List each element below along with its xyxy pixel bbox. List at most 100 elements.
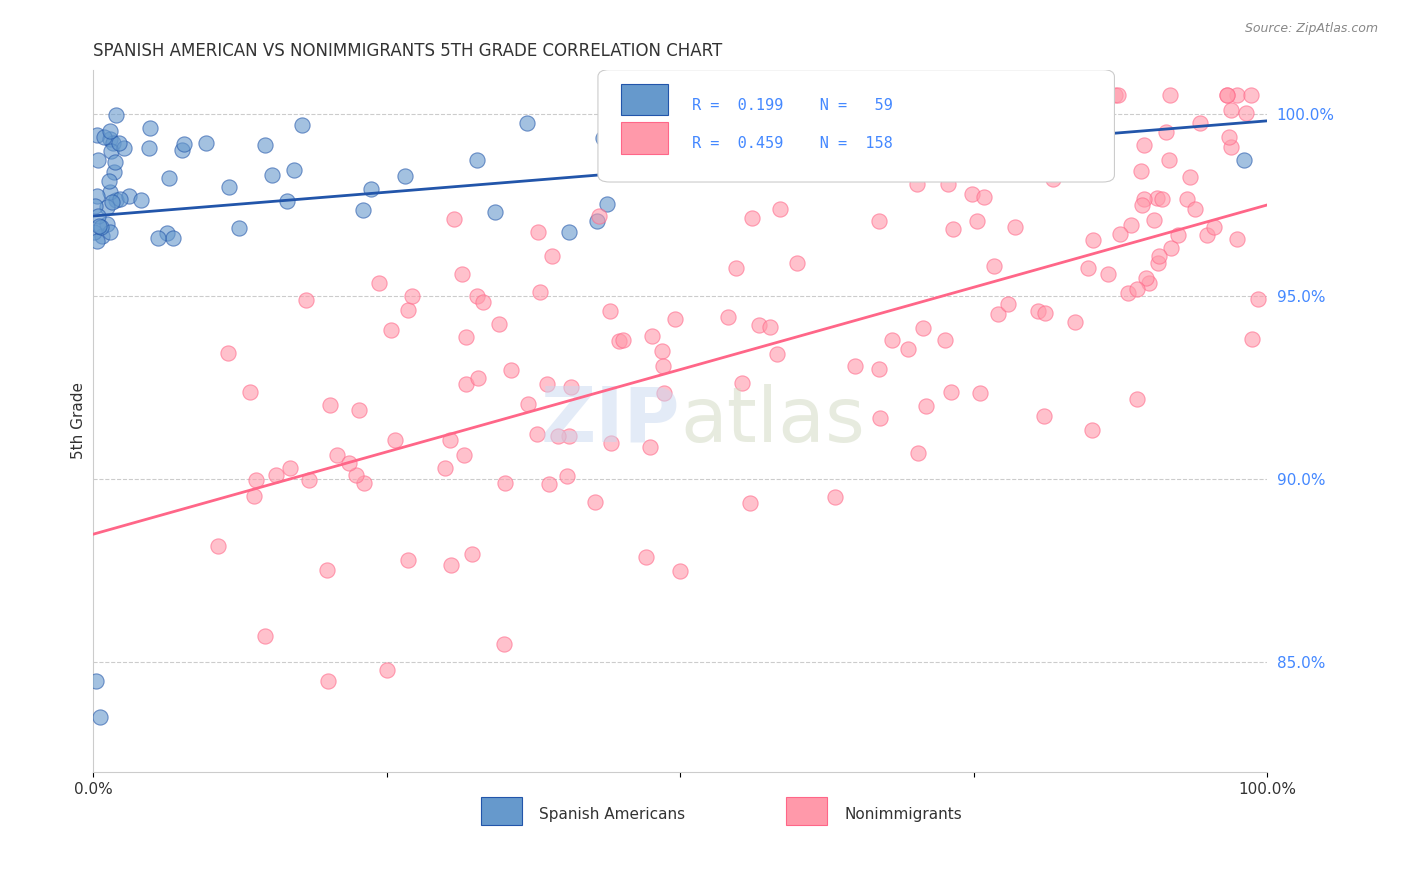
Point [1146, 191, 1168, 205]
Point [769, 202, 792, 216]
Point [1240, 332, 1263, 346]
Point [585, 214, 607, 228]
Point [253, 137, 276, 152]
Point [1118, 285, 1140, 300]
Point [89, 219, 111, 234]
Text: Source: ZipAtlas.com: Source: ZipAtlas.com [1244, 22, 1378, 36]
Point [1033, 306, 1056, 320]
Point [910, 158, 932, 172]
Point [1159, 88, 1181, 103]
Point [394, 169, 416, 184]
Point [669, 564, 692, 578]
Point [966, 214, 988, 228]
Point [98, 124, 121, 138]
Point [467, 371, 489, 385]
Point [1246, 292, 1268, 306]
Point [283, 162, 305, 177]
Point [1126, 282, 1149, 296]
Point [98, 132, 121, 146]
Point [87, 209, 110, 223]
Point [517, 397, 540, 411]
Point [547, 429, 569, 443]
Point [86, 234, 108, 248]
Point [651, 343, 673, 358]
Point [266, 468, 288, 483]
Point [786, 256, 808, 270]
Point [439, 434, 461, 448]
Point [1026, 304, 1049, 318]
Point [1147, 256, 1170, 270]
Point [238, 385, 260, 400]
Point [146, 230, 169, 244]
Point [450, 267, 472, 281]
Point [104, 108, 127, 122]
Point [98, 174, 121, 188]
Point [1063, 315, 1085, 329]
Point [1195, 228, 1218, 243]
Point [592, 131, 614, 145]
Point [118, 188, 141, 202]
Point [868, 361, 890, 376]
Point [396, 302, 419, 317]
Point [484, 205, 506, 219]
Point [1202, 220, 1225, 235]
Point [245, 473, 267, 487]
Point [1159, 153, 1181, 167]
Point [138, 141, 160, 155]
Point [217, 346, 239, 360]
Point [86, 128, 108, 143]
Point [472, 294, 495, 309]
Point [868, 213, 890, 227]
Point [103, 165, 125, 179]
Point [526, 427, 548, 442]
Point [1226, 88, 1249, 103]
Point [1063, 88, 1085, 103]
Point [1077, 260, 1099, 275]
Point [194, 136, 217, 150]
Point [538, 477, 561, 491]
Point [207, 539, 229, 553]
Point [101, 194, 124, 209]
Point [1130, 198, 1153, 212]
Text: Nonimmigrants: Nonimmigrants [845, 806, 962, 822]
Point [1216, 88, 1239, 103]
Point [172, 143, 194, 157]
Point [730, 376, 752, 390]
Point [600, 436, 623, 450]
Point [583, 495, 606, 509]
Point [501, 363, 523, 377]
Point [558, 429, 581, 443]
Point [748, 318, 770, 333]
Point [465, 289, 488, 303]
Point [607, 334, 630, 349]
Text: atlas: atlas [681, 384, 865, 458]
Point [527, 226, 550, 240]
Point [1109, 227, 1132, 241]
Point [652, 359, 675, 373]
Point [824, 490, 846, 504]
Text: SPANISH AMERICAN VS NONIMMIGRANTS 5TH GRADE CORRELATION CHART: SPANISH AMERICAN VS NONIMMIGRANTS 5TH GR… [93, 42, 723, 60]
Point [759, 320, 782, 334]
Point [869, 411, 891, 425]
Point [456, 330, 478, 344]
Point [112, 141, 135, 155]
Point [492, 637, 515, 651]
Point [640, 329, 662, 343]
Point [1049, 161, 1071, 176]
Point [276, 194, 298, 209]
Point [139, 120, 162, 135]
Point [541, 249, 564, 263]
Point [326, 448, 349, 462]
Point [612, 334, 634, 348]
Point [636, 549, 658, 564]
Point [84, 673, 107, 688]
Point [319, 398, 342, 412]
Point [844, 359, 866, 374]
Point [557, 225, 579, 239]
Point [905, 177, 928, 191]
Point [401, 289, 423, 303]
Point [1178, 169, 1201, 184]
Point [86, 189, 108, 203]
Point [960, 125, 983, 139]
Y-axis label: 5th Grade: 5th Grade [72, 383, 86, 459]
